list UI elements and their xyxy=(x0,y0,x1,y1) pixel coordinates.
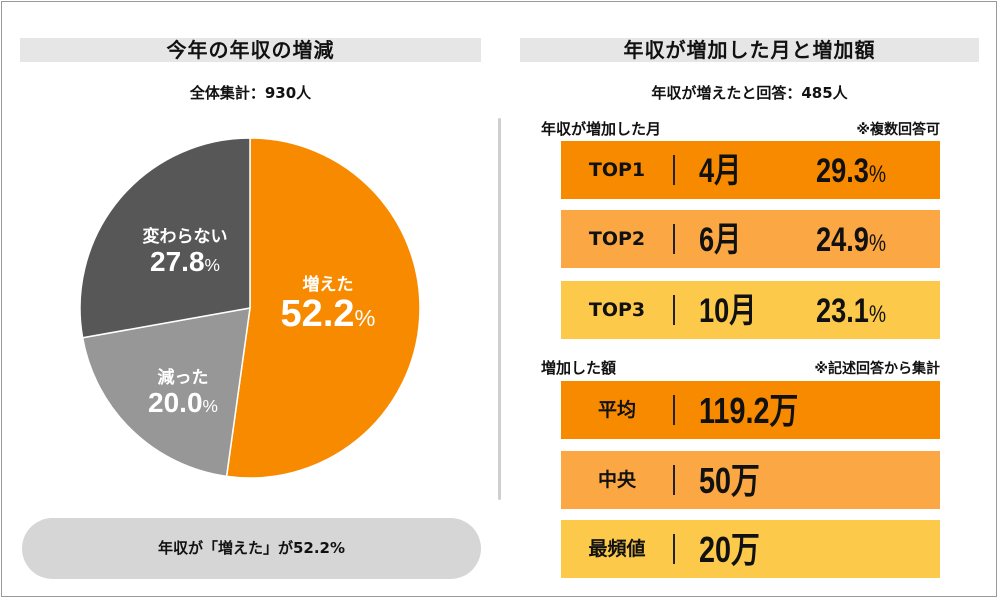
amount-label: 平均 xyxy=(597,399,636,421)
month-row-top2: TOP2 6月 24.9% xyxy=(561,210,940,268)
pie-slice-unchanged xyxy=(79,137,251,339)
slice-name-unchanged: 変わらない xyxy=(142,227,228,247)
pie-chart xyxy=(0,0,500,600)
month-section-heading: 年収が増加した月 xyxy=(541,120,662,138)
month-share: 24.9% xyxy=(816,221,887,259)
left-panel-title: 今年の年収の増減 xyxy=(20,38,481,62)
amount-value: 20万 xyxy=(699,529,760,570)
slice-label-increased: 増えた 52.2% xyxy=(268,270,388,335)
row-separator xyxy=(673,534,675,564)
total-respondents: 全体集計：930人 xyxy=(189,84,312,102)
month-name: 10月 xyxy=(699,292,757,330)
amount-row-average: 平均 119.2万 xyxy=(561,381,940,439)
row-separator xyxy=(673,465,675,495)
month-share: 23.1% xyxy=(816,292,887,330)
slice-label-unchanged: 変わらない 27.8% xyxy=(120,222,250,276)
summary-pill: 年収が「増えた」が52.2% xyxy=(22,518,481,579)
panel-divider xyxy=(498,118,501,500)
month-rank: TOP3 xyxy=(588,299,646,321)
slice-value-increased: 52.2% xyxy=(280,293,376,335)
pie-chart-svg xyxy=(79,137,421,479)
pie-slice-decreased xyxy=(81,307,251,478)
month-rank: TOP1 xyxy=(588,159,646,181)
month-name: 6月 xyxy=(699,221,742,259)
amount-row-mode: 最頻値 20万 xyxy=(561,520,940,578)
amount-row-median: 中央 50万 xyxy=(561,451,940,509)
month-rank: TOP2 xyxy=(588,228,646,250)
month-row-top1: TOP1 4月 29.3% xyxy=(561,141,940,199)
row-separator xyxy=(673,295,675,325)
slice-name-increased: 増えた xyxy=(302,275,354,295)
row-separator xyxy=(673,224,675,254)
slice-value-decreased: 20.0% xyxy=(148,387,218,418)
row-separator xyxy=(673,155,675,185)
slice-name-decreased: 減った xyxy=(157,368,209,388)
amount-section-note: ※記述回答から集計 xyxy=(814,361,940,377)
slice-value-unchanged: 27.8% xyxy=(150,246,220,277)
slice-label-decreased: 減った 20.0% xyxy=(128,363,238,417)
amount-value: 119.2万 xyxy=(699,390,799,431)
amount-value: 50万 xyxy=(699,460,760,501)
amount-label: 中央 xyxy=(597,469,636,491)
amount-label: 最頻値 xyxy=(588,538,646,560)
month-share: 29.3% xyxy=(816,152,887,190)
amount-section-heading: 増加した額 xyxy=(541,359,617,377)
pie-slice-increased xyxy=(225,137,421,479)
right-panel-title: 年収が増加した月と増加額 xyxy=(520,38,979,62)
month-row-top3: TOP3 10月 23.1% xyxy=(561,281,940,339)
month-section-note: ※複数回答可 xyxy=(856,122,940,138)
row-separator xyxy=(673,395,675,425)
month-name: 4月 xyxy=(699,152,742,190)
increased-respondents: 年収が増えたと回答：485人 xyxy=(651,84,848,102)
